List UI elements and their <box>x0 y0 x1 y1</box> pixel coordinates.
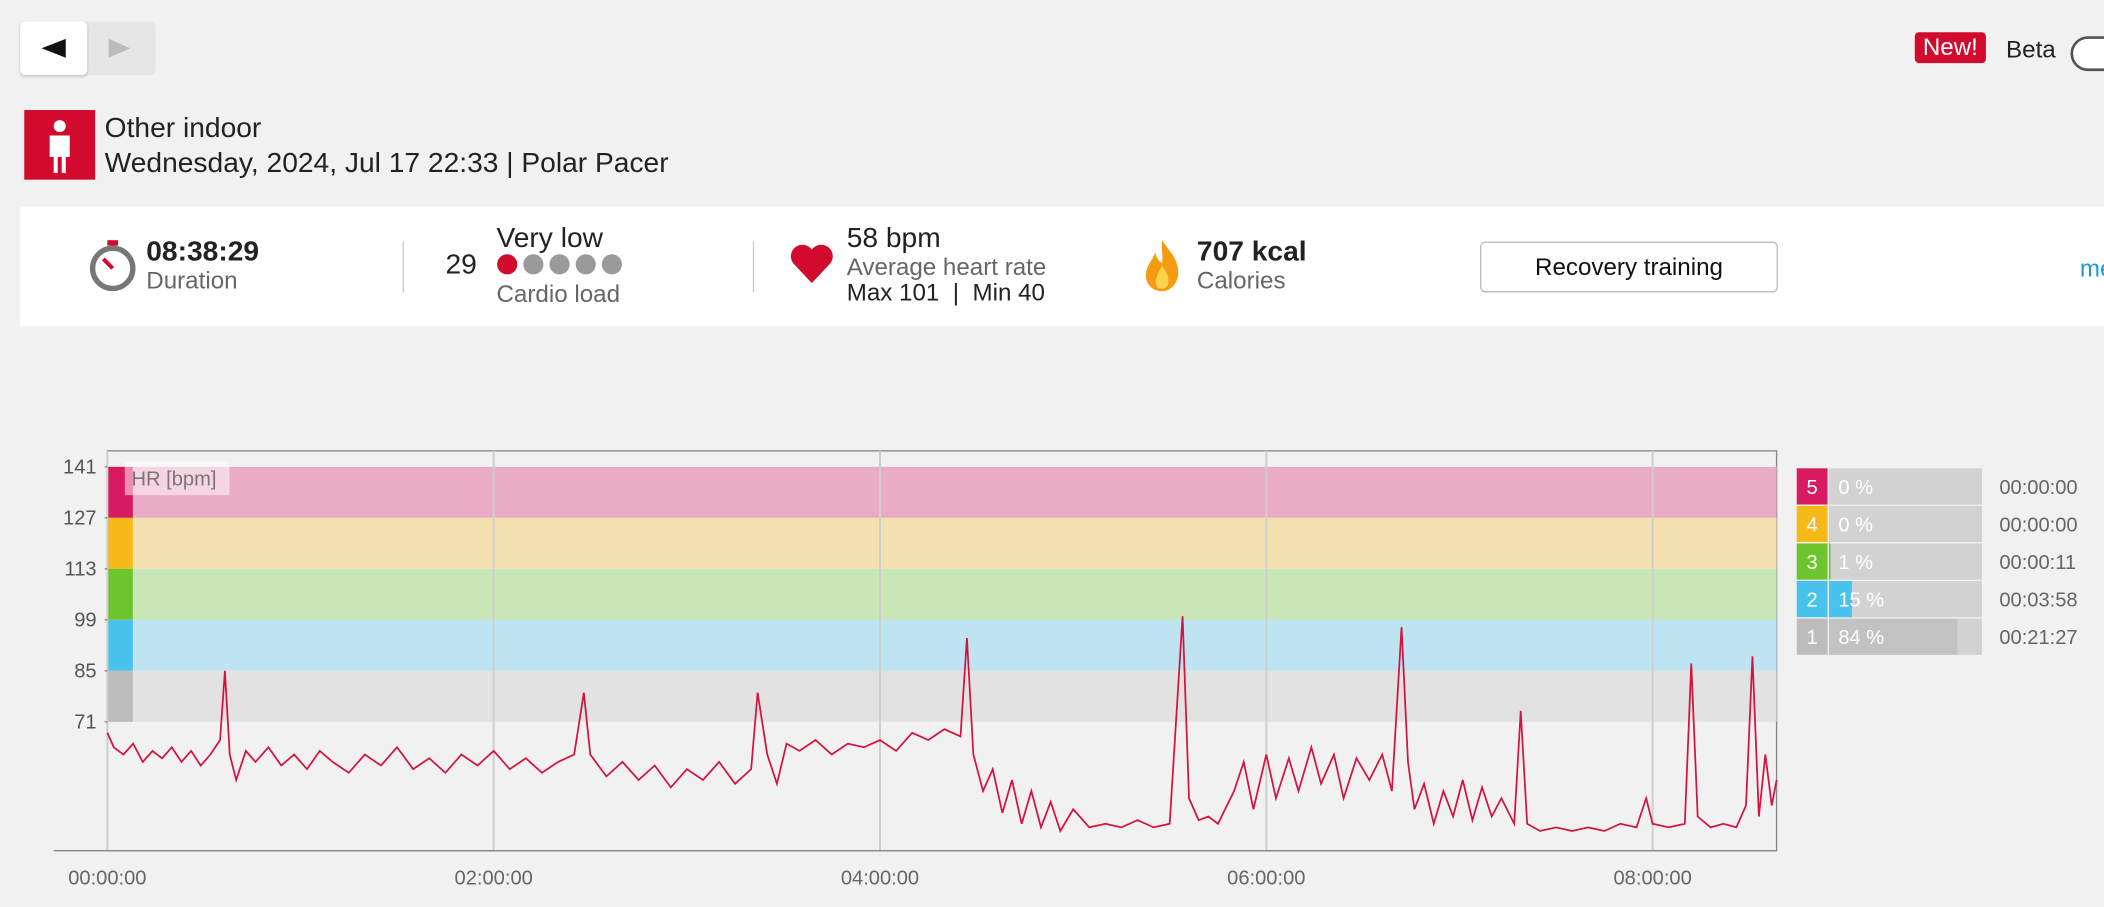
zone-number: 3 <box>1807 552 1818 574</box>
zone-number-box <box>1796 543 1828 580</box>
zone-time: 00:00:11 <box>1999 552 2076 574</box>
zone-time: 00:00:00 <box>1999 514 2077 536</box>
zone-band <box>107 619 1777 671</box>
zone-bar-bg <box>1828 543 1982 580</box>
zone-number-box <box>1796 581 1828 618</box>
zone-percent: 15 % <box>1838 590 1884 612</box>
x-tick-label: 06:00:00 <box>1227 867 1305 889</box>
zone-time: 00:00:00 <box>1999 477 2077 499</box>
zone-strip <box>107 619 133 671</box>
y-label-bg <box>124 461 230 496</box>
cardio-load-dot <box>497 254 518 275</box>
cardio-load-dot <box>523 254 544 275</box>
zone-percent: 0 % <box>1838 477 1873 499</box>
more-link[interactable]: me <box>2079 254 2104 282</box>
y-tick-label: 71 <box>74 712 96 734</box>
y-tick-label: 127 <box>63 508 97 530</box>
activity-subtitle: Wednesday, 2024, Jul 17 22:33 | Polar Pa… <box>104 147 669 179</box>
zone-number-box <box>1796 505 1828 543</box>
zone-band <box>107 466 1777 518</box>
zone-number: 2 <box>1807 590 1818 612</box>
y-tick-label: 141 <box>63 457 97 479</box>
hr-chart: 5 0 % 00:00:00 4 0 % 00:00:00 3 1 % 00:00:11 2 15 … <box>53 450 2078 889</box>
zone-bar <box>1828 618 1958 655</box>
zone-band <box>107 670 1777 722</box>
back-button[interactable] <box>20 21 88 76</box>
summary-panel <box>20 206 2104 327</box>
cardio-load-status: Very low <box>496 222 603 254</box>
zone-percent: 84 % <box>1838 627 1884 649</box>
zone-band <box>107 568 1777 620</box>
zone-number: 1 <box>1807 627 1818 649</box>
zone-bar-bg <box>1828 468 1982 505</box>
zone-strip <box>107 670 133 722</box>
avg-hr-label: Average heart rate <box>846 253 1047 281</box>
zone-time: 00:21:27 <box>1999 627 2077 649</box>
zone-bar-bg <box>1828 505 1982 543</box>
zone-bar-bg <box>1828 581 1982 618</box>
zone-number-box <box>1796 618 1828 655</box>
activity-icon <box>24 110 96 180</box>
hr-line <box>106 616 1778 834</box>
duration-label: Duration <box>146 267 238 294</box>
benefit-button[interactable]: Recovery training <box>1480 241 1778 293</box>
zone-number: 4 <box>1807 514 1818 536</box>
avg-hr: 58 bpm <box>846 222 941 254</box>
y-tick-label: 99 <box>74 610 96 632</box>
nav <box>20 21 156 76</box>
beta-label: Beta <box>2006 36 2056 64</box>
x-tick-label: 00:00:00 <box>68 867 146 889</box>
beta-toggle[interactable] <box>2070 36 2104 72</box>
cardio-load-dots <box>497 254 622 275</box>
y-axis-label: HR [bpm] <box>132 469 217 491</box>
zone-percent: 1 % <box>1838 552 1873 574</box>
cardio-load: 29 <box>445 249 477 281</box>
zone-strip <box>107 568 133 620</box>
zone-percent: 0 % <box>1838 514 1873 536</box>
cardio-load-dot <box>575 254 596 275</box>
y-tick-label: 113 <box>65 559 97 581</box>
zone-time: 00:03:58 <box>1999 590 2077 612</box>
duration: 08:38:29 <box>146 236 260 268</box>
hr-range: Max 101 | Min 40 <box>846 279 1045 306</box>
back-icon <box>41 38 66 58</box>
x-tick-label: 08:00:00 <box>1614 867 1692 889</box>
zone-number-box <box>1796 468 1828 505</box>
x-tick-label: 04:00:00 <box>841 867 919 889</box>
zone-band <box>107 517 1777 569</box>
calories: 707 kcal <box>1196 236 1307 268</box>
zone-number: 5 <box>1807 477 1818 499</box>
zone-bar <box>1828 543 1831 580</box>
new-badge: New! <box>1914 32 1986 64</box>
divider <box>752 241 755 293</box>
cardio-load-dot <box>601 254 622 275</box>
calories-icon <box>1145 240 1179 292</box>
x-tick-label: 02:00:00 <box>455 867 533 889</box>
cardio-load-label: Cardio load <box>496 280 621 308</box>
cardio-load-dot <box>549 254 570 275</box>
heart-icon <box>790 244 833 284</box>
y-tick-label: 85 <box>74 661 96 683</box>
activity-name: Other indoor <box>104 112 262 144</box>
calories-label: Calories <box>1196 267 1286 294</box>
duration-icon <box>89 240 136 292</box>
zone-bar <box>1828 581 1852 618</box>
divider <box>402 241 404 293</box>
zone-strip <box>107 517 133 569</box>
forward-icon[interactable] <box>93 21 156 75</box>
